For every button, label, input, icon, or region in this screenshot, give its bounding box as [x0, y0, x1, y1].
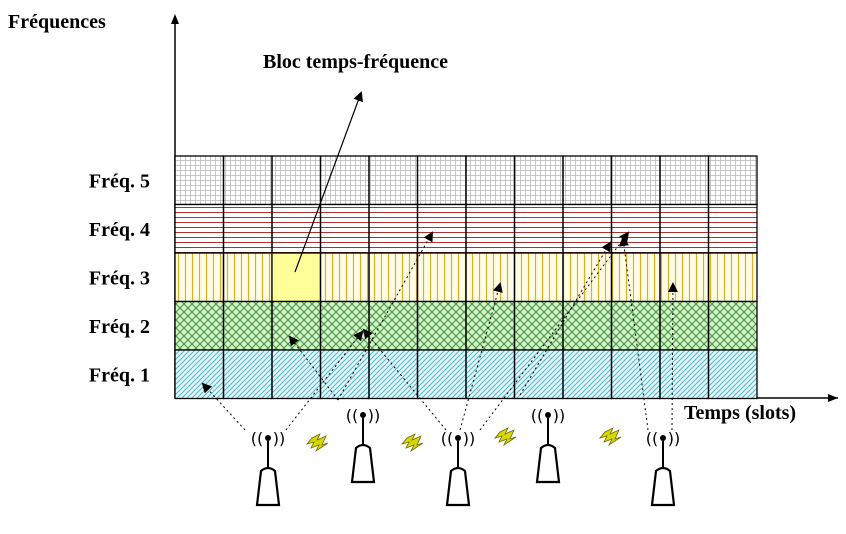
lightning-bolt-icon [598, 427, 622, 447]
signal-waves-icon: ((•)) [531, 406, 565, 425]
frequency-label: Fréq. 5 [89, 170, 150, 192]
highlighted-block [271, 252, 322, 303]
antenna-icon: ((•)) [251, 429, 285, 507]
antenna-link-lines [201, 231, 678, 431]
signal-waves-icon: ((•)) [251, 429, 285, 448]
x-axis-arrowhead [828, 394, 838, 402]
time-frequency-block [707, 349, 758, 400]
lightning-bolt-icon [305, 433, 329, 453]
signal-waves-icon: ((•)) [346, 406, 380, 425]
antenna-icon: ((•)) [531, 406, 565, 484]
block-callout-arrow [294, 91, 363, 273]
frequency-grid [174, 155, 758, 400]
lightning-bolt-icon [493, 427, 517, 447]
frequency-label: Fréq. 1 [89, 364, 150, 386]
block-callout-label: Bloc temps-fréquence [263, 51, 448, 73]
lightning-bolt-icon [400, 433, 424, 453]
frequency-label: Fréq. 4 [89, 219, 150, 241]
antenna-icon: ((•)) [441, 429, 475, 507]
antenna-icon: ((•)) [646, 429, 680, 507]
x-axis-label: Temps (slots) [684, 402, 796, 424]
frequency-labels: Fréq. 5 Fréq. 4 Fréq. 3 Fréq. 2 Fréq. 1 [89, 170, 150, 386]
antennas: ((•)) ((•)) ((•)) ((•)) ((•)) [251, 406, 680, 507]
signal-waves-icon: ((•)) [646, 429, 680, 448]
frequency-label: Fréq. 3 [89, 267, 150, 289]
interference-icons [305, 427, 622, 453]
frequency-label: Fréq. 2 [89, 316, 150, 338]
antenna-icon: ((•)) [346, 406, 380, 484]
y-axis-arrowhead [171, 14, 179, 24]
y-axis-label: Fréquences [8, 11, 106, 33]
signal-waves-icon: ((•)) [441, 429, 475, 448]
